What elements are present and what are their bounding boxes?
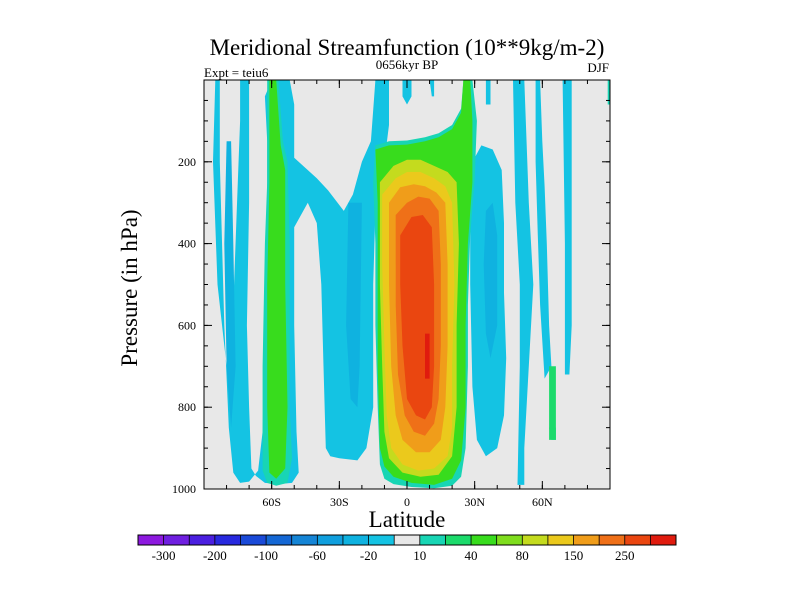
colorbar-label: 40 — [465, 548, 478, 563]
x-tick-label: 0 — [404, 495, 410, 509]
contour-region — [402, 80, 412, 105]
colorbar-label: 10 — [413, 548, 426, 563]
x-tick-label: 60N — [532, 495, 553, 509]
colorbar-box — [419, 535, 446, 545]
colorbar-box — [624, 535, 651, 545]
colorbar-label: 150 — [564, 548, 584, 563]
y-axis-ticks: 200 400 600 800 1000 — [172, 155, 610, 496]
colorbar-box — [291, 535, 318, 545]
colorbar-box — [650, 535, 677, 545]
contour-region — [429, 80, 435, 97]
y-tick-label: 800 — [178, 400, 196, 414]
plot-area: 60S 30S 0 30N 60N 200 400 600 800 1000 — [172, 79, 611, 509]
colorbar-box — [394, 535, 421, 545]
contour-region — [346, 202, 362, 408]
contour-region — [213, 80, 389, 485]
colorbar-box — [189, 535, 216, 545]
season-label: DJF — [587, 60, 609, 75]
colorbar-box — [599, 535, 626, 545]
colorbar-box — [342, 535, 369, 545]
y-axis-title: Pressure (in hPa) — [117, 209, 142, 366]
colorbar-box — [240, 535, 267, 545]
colorbar-box — [317, 535, 344, 545]
colorbar-frame — [137, 534, 677, 546]
colorbar-box — [368, 535, 395, 545]
y-tick-label: 200 — [178, 155, 196, 169]
chart-title: Meridional Streamfunction (10**9kg/m-2) — [210, 35, 605, 60]
x-tick-label: 60S — [262, 495, 281, 509]
contour-region — [267, 80, 288, 479]
colorbar-box — [573, 535, 600, 545]
colorbar-label: -300 — [152, 548, 176, 563]
colorbar-box — [522, 535, 549, 545]
colorbar-box — [214, 535, 241, 545]
y-tick-label: 400 — [178, 237, 196, 251]
contour-region — [607, 80, 610, 105]
contour-region — [224, 141, 236, 428]
contour-region — [549, 366, 556, 440]
x-tick-label: 30S — [330, 495, 349, 509]
contour-region — [425, 333, 430, 379]
colorbar-label: 80 — [516, 548, 529, 563]
x-axis-ticks: 60S 30S 0 30N 60N — [262, 80, 553, 509]
colorbar-box — [445, 535, 472, 545]
contour-region — [535, 80, 552, 379]
colorbar-label: -200 — [203, 548, 227, 563]
contour-region — [562, 80, 572, 375]
experiment-label: Expt = teiu6 — [204, 65, 269, 80]
colorbar-box — [496, 535, 523, 545]
contour-region — [485, 80, 491, 105]
contour-region — [513, 80, 534, 485]
colorbar-box — [138, 535, 165, 545]
colorbar-label: -60 — [309, 548, 326, 563]
contour-region — [483, 202, 498, 359]
y-tick-label: 1000 — [172, 482, 196, 496]
colorbar-box — [163, 535, 190, 545]
colorbar-box — [266, 535, 293, 545]
time-period-label: 0656kyr BP — [376, 57, 438, 72]
colorbar-box — [471, 535, 498, 545]
y-tick-label: 600 — [178, 318, 196, 332]
x-axis-title: Latitude — [369, 507, 446, 532]
colorbar-label: -20 — [360, 548, 377, 563]
x-tick-label: 30N — [464, 495, 485, 509]
colorbar: -300 -200 -100 -60 -20 10 40 80 150 250 — [137, 534, 677, 563]
colorbar-label: -100 — [254, 548, 278, 563]
colorbar-box — [547, 535, 574, 545]
contour-fills — [213, 80, 610, 489]
colorbar-label: 250 — [615, 548, 635, 563]
